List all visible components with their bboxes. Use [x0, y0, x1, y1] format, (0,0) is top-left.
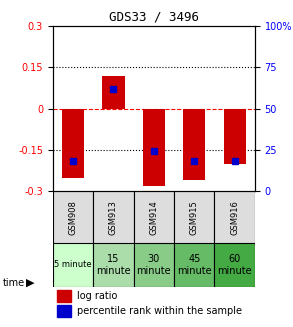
- Text: GSM908: GSM908: [69, 200, 77, 235]
- Text: 5 minute: 5 minute: [54, 261, 92, 269]
- Text: 15
minute: 15 minute: [96, 254, 131, 276]
- Text: 30
minute: 30 minute: [137, 254, 171, 276]
- Title: GDS33 / 3496: GDS33 / 3496: [109, 10, 199, 24]
- Text: time: time: [3, 278, 25, 288]
- FancyBboxPatch shape: [93, 191, 134, 243]
- Text: ▶: ▶: [26, 278, 35, 288]
- FancyBboxPatch shape: [53, 243, 93, 287]
- FancyBboxPatch shape: [53, 191, 93, 243]
- Text: 45
minute: 45 minute: [177, 254, 212, 276]
- FancyBboxPatch shape: [134, 191, 174, 243]
- Bar: [102, 76, 125, 109]
- FancyBboxPatch shape: [214, 243, 255, 287]
- FancyBboxPatch shape: [93, 243, 134, 287]
- Text: percentile rank within the sample: percentile rank within the sample: [77, 306, 242, 317]
- FancyBboxPatch shape: [174, 191, 214, 243]
- Text: GSM913: GSM913: [109, 200, 118, 235]
- Bar: [143, 109, 165, 186]
- FancyBboxPatch shape: [174, 243, 214, 287]
- FancyBboxPatch shape: [134, 243, 174, 287]
- Text: log ratio: log ratio: [77, 291, 117, 301]
- Bar: [183, 109, 205, 181]
- Bar: [62, 109, 84, 178]
- Bar: [57, 290, 71, 302]
- Text: GSM915: GSM915: [190, 200, 199, 234]
- Bar: [224, 109, 246, 164]
- Text: GSM914: GSM914: [149, 200, 158, 234]
- FancyBboxPatch shape: [214, 191, 255, 243]
- Text: 60
minute: 60 minute: [217, 254, 252, 276]
- Bar: [57, 305, 71, 317]
- Text: GSM916: GSM916: [230, 200, 239, 235]
